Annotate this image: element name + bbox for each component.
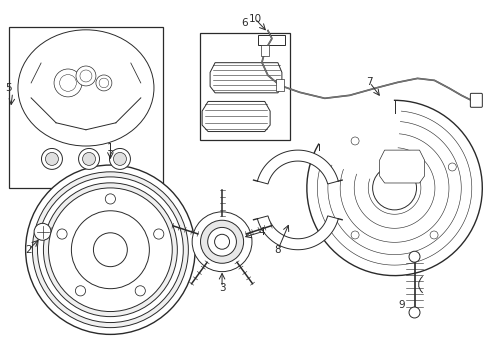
Polygon shape	[202, 102, 269, 131]
Circle shape	[43, 183, 177, 317]
Polygon shape	[379, 150, 424, 183]
Polygon shape	[257, 216, 338, 250]
Text: 7: 7	[366, 77, 372, 87]
Circle shape	[34, 223, 51, 240]
Text: 3: 3	[218, 283, 225, 293]
Circle shape	[105, 194, 115, 204]
Polygon shape	[210, 63, 281, 93]
Circle shape	[71, 211, 149, 289]
Polygon shape	[257, 150, 338, 184]
Circle shape	[75, 286, 85, 296]
Text: 6: 6	[241, 18, 248, 28]
Bar	[261, 45, 268, 57]
Circle shape	[153, 229, 163, 239]
Circle shape	[41, 148, 62, 170]
Circle shape	[113, 152, 126, 165]
Polygon shape	[258, 35, 285, 45]
Circle shape	[135, 286, 145, 296]
Circle shape	[408, 307, 419, 318]
FancyBboxPatch shape	[469, 93, 481, 107]
Circle shape	[57, 229, 67, 239]
Text: 1: 1	[107, 143, 114, 153]
Circle shape	[48, 188, 172, 311]
Text: 10: 10	[248, 14, 261, 24]
Text: 8: 8	[274, 245, 281, 255]
Circle shape	[96, 75, 112, 91]
Circle shape	[45, 152, 58, 165]
Circle shape	[408, 251, 419, 262]
Circle shape	[192, 212, 251, 272]
Circle shape	[214, 234, 229, 249]
Circle shape	[350, 231, 358, 239]
Circle shape	[109, 148, 130, 170]
Circle shape	[372, 166, 416, 210]
Circle shape	[82, 152, 95, 165]
Text: 4: 4	[258, 227, 264, 237]
Circle shape	[38, 177, 183, 323]
Text: 5: 5	[6, 84, 12, 93]
Circle shape	[447, 163, 455, 171]
Circle shape	[54, 69, 82, 97]
Text: 2: 2	[25, 245, 32, 255]
Circle shape	[25, 165, 195, 334]
Circle shape	[200, 220, 243, 263]
Circle shape	[93, 233, 127, 267]
Circle shape	[79, 148, 100, 170]
Circle shape	[350, 137, 358, 145]
Circle shape	[207, 228, 236, 256]
Circle shape	[429, 231, 437, 239]
Circle shape	[32, 172, 188, 328]
Circle shape	[76, 66, 96, 86]
Bar	[9, 27, 163, 188]
Bar	[275, 80, 284, 91]
Text: 9: 9	[397, 300, 404, 310]
Bar	[200, 32, 289, 140]
Ellipse shape	[18, 30, 154, 146]
